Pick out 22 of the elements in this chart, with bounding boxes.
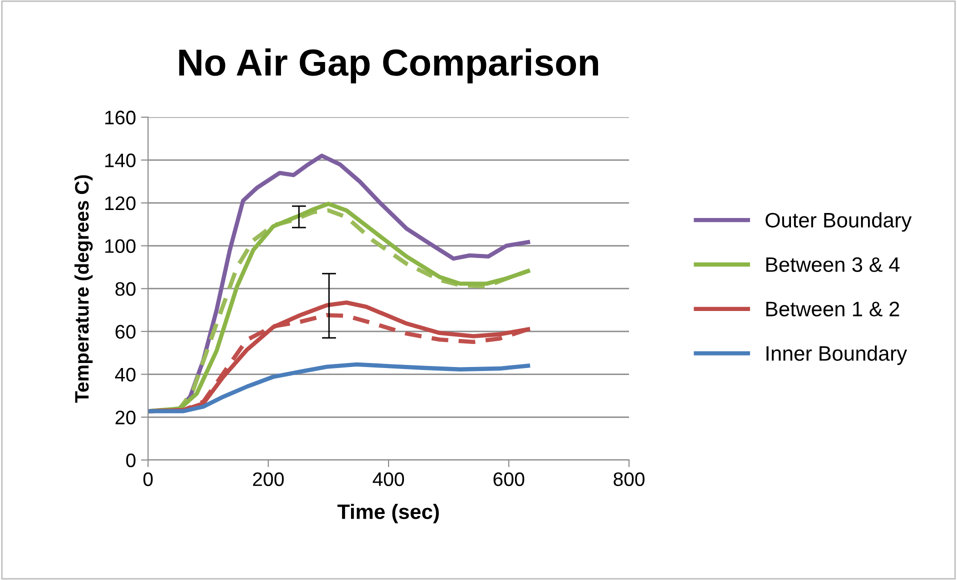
y-tick-label: 20 bbox=[116, 410, 136, 424]
y-tick-label: 0 bbox=[126, 453, 136, 468]
y-tick-label: 100 bbox=[105, 239, 136, 253]
y-axis-title: Temperature (degrees C) bbox=[74, 175, 93, 403]
x-axis-title: Time (sec) bbox=[337, 504, 439, 524]
legend-label: Between 3 & 4 bbox=[766, 257, 900, 272]
chart-title: No Air Gap Comparison bbox=[179, 48, 598, 84]
line-series bbox=[148, 362, 530, 414]
legend-label: Inner Boundary bbox=[766, 346, 908, 365]
y-tick-label: 140 bbox=[105, 154, 136, 168]
y-tick-label: 80 bbox=[115, 282, 136, 296]
legend-label: Outer Boundary bbox=[766, 212, 912, 232]
x-tick-label: 200 bbox=[253, 472, 284, 486]
y-tick-label: 40 bbox=[115, 368, 136, 382]
legend-label: Between 1 & 2 bbox=[766, 302, 900, 316]
x-tick-label: 0 bbox=[143, 472, 153, 486]
x-tick-label: 400 bbox=[372, 472, 404, 486]
y-tick-label: 60 bbox=[116, 324, 136, 339]
x-tick-label: 600 bbox=[494, 472, 524, 486]
y-tick-label: 160 bbox=[105, 110, 136, 124]
x-tick-label: 800 bbox=[614, 472, 644, 486]
y-tick-label: 120 bbox=[105, 196, 136, 210]
